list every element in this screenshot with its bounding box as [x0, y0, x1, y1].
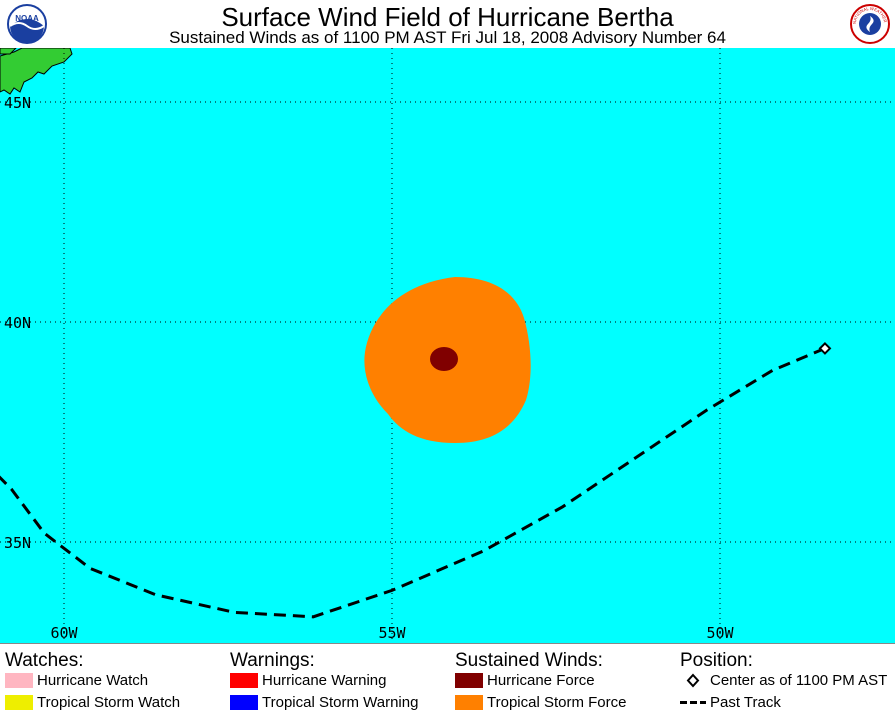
- page-subtitle: Sustained Winds as of 1100 PM AST Fri Ju…: [169, 28, 726, 47]
- legend-label: Tropical Storm Watch: [37, 694, 181, 711]
- diamond-icon: [680, 673, 706, 688]
- legend-label: Center as of 1100 PM AST: [710, 672, 888, 689]
- legend-hurricane-watch: Hurricane Watch: [5, 672, 148, 690]
- legend-tropical-storm-watch: Tropical Storm Watch: [5, 694, 180, 712]
- legend-label: Tropical Storm Force: [487, 694, 627, 711]
- legend-label: Past Track: [710, 694, 781, 711]
- legend-center: Center as of 1100 PM AST: [680, 672, 887, 690]
- map-header: NOAA Surface Wind Field of Hurricane Ber…: [0, 0, 895, 48]
- tropical-storm-force-swatch: [455, 694, 483, 710]
- land-area: [0, 48, 17, 55]
- lat-lon-grid: [0, 48, 895, 643]
- legend-warnings-heading: Warnings:: [230, 650, 315, 671]
- legend-winds-heading: Sustained Winds:: [455, 650, 603, 671]
- tropical-storm-warning-swatch: [230, 694, 258, 710]
- legend-label: Tropical Storm Warning: [262, 694, 419, 711]
- nws-logo: NATIONAL WEATHER SERVICE: [848, 0, 890, 44]
- longitude-label: 60W: [50, 624, 78, 642]
- legend-label: Hurricane Watch: [37, 672, 149, 689]
- dashed-line-icon: [680, 695, 706, 710]
- hurricane-warning-swatch: [230, 672, 258, 688]
- land-area: [0, 48, 73, 95]
- page-title: Surface Wind Field of Hurricane Bertha: [221, 2, 674, 32]
- hurricane-watch-swatch: [5, 672, 33, 688]
- legend-label: Hurricane Warning: [262, 672, 387, 689]
- legend: Watches: Hurricane Watch Tropical Storm …: [0, 643, 895, 717]
- legend-hurricane-warning: Hurricane Warning: [230, 672, 387, 690]
- latitude-label: 35N: [4, 534, 31, 552]
- legend-label: Hurricane Force: [487, 672, 595, 689]
- hurricane-force-swatch: [455, 672, 483, 688]
- noaa-logo-text: NOAA: [15, 14, 39, 23]
- storm-center-marker: [818, 341, 832, 355]
- noaa-logo: NOAA: [7, 4, 47, 44]
- longitude-label: 55W: [378, 624, 406, 642]
- legend-tropical-storm-force: Tropical Storm Force: [455, 694, 626, 712]
- longitude-label: 50W: [706, 624, 734, 642]
- latitude-label: 40N: [4, 314, 31, 332]
- legend-tropical-storm-warning: Tropical Storm Warning: [230, 694, 418, 712]
- legend-hurricane-force: Hurricane Force: [455, 672, 595, 690]
- legend-position-heading: Position:: [680, 650, 753, 671]
- latitude-label: 45N: [4, 94, 31, 112]
- legend-watches-heading: Watches:: [5, 650, 84, 671]
- past-track-line: [0, 347, 826, 619]
- tropical-storm-watch-swatch: [5, 694, 33, 710]
- hurricane-force-area: [430, 347, 458, 371]
- legend-past-track: Past Track: [680, 694, 781, 712]
